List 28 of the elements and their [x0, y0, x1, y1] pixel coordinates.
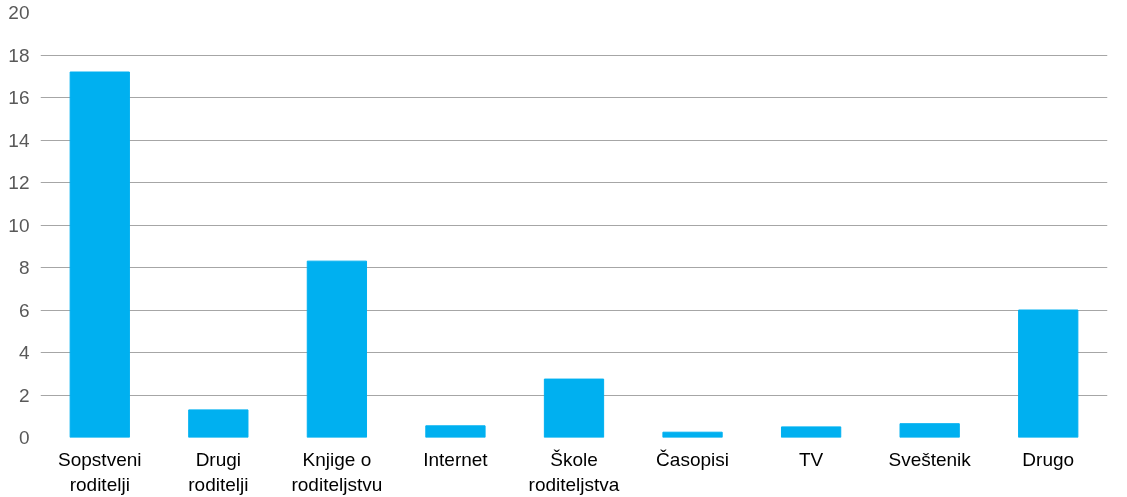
y-tick-label: 18 — [8, 44, 30, 66]
y-tick-label: 4 — [18, 342, 30, 363]
x-tick-label: Škole roditeljstva — [528, 448, 620, 495]
x-tick-label: Sveštenik — [888, 448, 972, 470]
x-tick-label: Sopstveni roditelji — [58, 448, 142, 495]
bar — [1018, 309, 1079, 438]
y-tick-label: 2 — [18, 384, 30, 406]
x-tick-label: Drugo — [1022, 448, 1075, 470]
bar — [543, 378, 605, 438]
y-tick-label: 14 — [8, 129, 30, 151]
bar — [780, 426, 842, 438]
x-tick-label: Drugi roditelji — [188, 448, 249, 495]
y-tick-label: 20 — [8, 2, 30, 23]
y-tick-label: 0 — [18, 427, 30, 448]
bar — [188, 409, 249, 438]
bar — [425, 425, 486, 438]
bar — [69, 71, 130, 438]
bar — [306, 260, 368, 438]
y-tick-label: 12 — [8, 172, 30, 193]
y-tick-label: 8 — [18, 257, 30, 278]
bar — [899, 423, 960, 438]
y-tick-label: 10 — [8, 214, 30, 236]
x-tick-label: Časopisi — [656, 448, 729, 470]
x-tick-label: Internet — [423, 448, 489, 470]
y-tick-label: 6 — [18, 299, 30, 321]
x-tick-label: Knjige o roditeljstvu — [291, 448, 383, 495]
y-tick-label: 16 — [8, 87, 30, 108]
x-tick-label: TV — [798, 448, 824, 470]
